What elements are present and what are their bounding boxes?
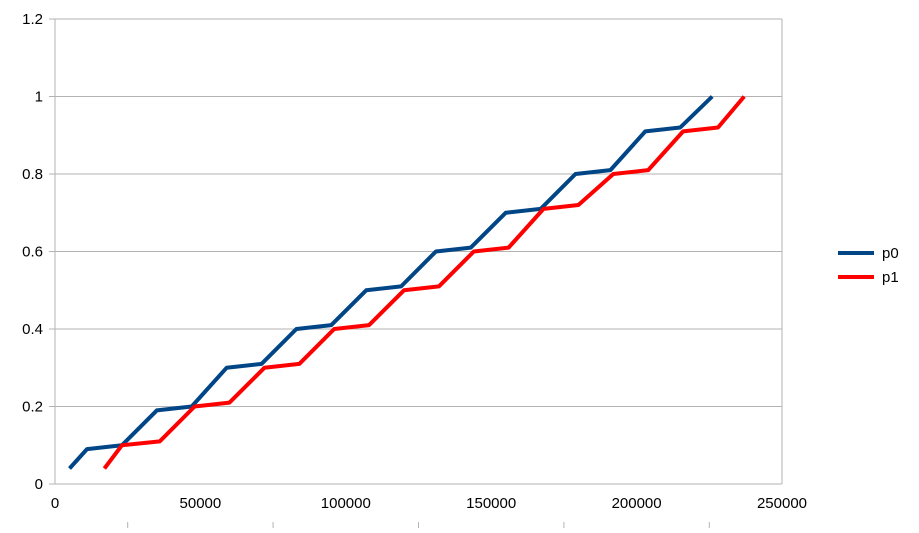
series-line-p1 bbox=[102, 95, 746, 470]
x-tick-label-1: 50000 bbox=[180, 495, 222, 512]
x-tick-label-3: 150000 bbox=[466, 495, 516, 512]
x-tick-label-2: 100000 bbox=[321, 495, 371, 512]
y-tick-label-1: 0.2 bbox=[22, 399, 43, 416]
y-tick-label-4: 0.8 bbox=[22, 166, 43, 183]
x-tick-label-4: 200000 bbox=[612, 495, 662, 512]
y-tick-label-3: 0.6 bbox=[22, 244, 43, 261]
series-lines bbox=[68, 95, 746, 470]
legend-label-p1: p1 bbox=[882, 269, 899, 286]
y-tick-label-6: 1.2 bbox=[22, 11, 43, 28]
y-tick-label-0: 0 bbox=[35, 476, 43, 493]
x-tick-label-5: 250000 bbox=[757, 495, 807, 512]
y-tick-label-5: 1 bbox=[35, 89, 43, 106]
y-tick-label-2: 0.4 bbox=[22, 321, 43, 338]
series-line-p0 bbox=[68, 95, 714, 470]
legend-label-p0: p0 bbox=[882, 245, 899, 262]
x-tick-label-0: 0 bbox=[51, 495, 59, 512]
tick-labels: 0 0.2 0.4 0.6 0.8 1 1.2 0 50000 100000 150000 20000… bbox=[22, 11, 807, 530]
